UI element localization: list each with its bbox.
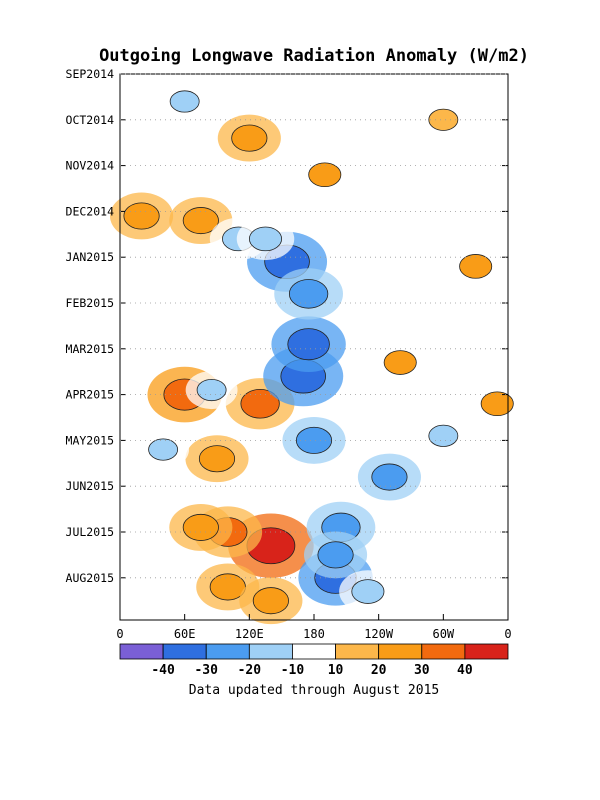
y-tick-label: DEC2014	[66, 204, 115, 218]
x-tick-label: 120W	[364, 627, 394, 641]
x-axis: 0 60E 120E 180 120W 60W 0	[116, 614, 512, 641]
colorbar-label: 10	[328, 663, 344, 678]
colorbar-swatch	[162, 643, 207, 660]
anomaly-core	[351, 579, 385, 604]
y-tick-label: NOV2014	[66, 159, 115, 173]
anomaly-field	[109, 82, 526, 625]
y-tick-label: OCT2014	[66, 113, 115, 127]
y-tick-label: MAY2015	[66, 433, 114, 447]
x-tick-label: 120E	[235, 627, 264, 641]
anomaly-core	[252, 587, 289, 615]
anomaly-core	[148, 438, 179, 461]
anomaly-core	[198, 445, 236, 473]
anomaly-core	[240, 389, 280, 419]
y-tick-label: AUG2015	[66, 571, 114, 585]
anomaly-core	[123, 202, 160, 230]
y-axis: SEP2014 OCT2014 NOV2014 DEC2014 JAN2015 FEB20…	[66, 67, 508, 585]
x-tick-label: 180	[303, 627, 325, 641]
x-tick-label: 0	[504, 627, 511, 641]
anomaly-core	[295, 426, 333, 454]
anomaly-core	[480, 391, 514, 417]
anomaly-core	[428, 424, 459, 447]
colorbar-label: 30	[414, 663, 430, 678]
colorbar: -40 -30 -20 -10 10 20 30 40	[119, 643, 509, 678]
colorbar-label: 40	[457, 663, 473, 678]
anomaly-core	[428, 108, 459, 131]
x-tick-label: 0	[116, 627, 123, 641]
anomaly-core	[231, 124, 268, 152]
anomaly-core	[182, 513, 219, 541]
anomaly-core	[182, 207, 219, 235]
anomaly-core	[371, 463, 408, 491]
y-tick-label: JUL2015	[66, 525, 114, 539]
y-tick-label: JAN2015	[66, 250, 114, 264]
anomaly-core	[308, 162, 342, 188]
y-tick-label: MAR2015	[66, 342, 114, 356]
x-tick-label: 60W	[432, 627, 454, 641]
colorbar-swatch	[119, 643, 164, 660]
anomaly-core	[383, 350, 417, 375]
anomaly-core	[169, 90, 200, 113]
chart-title: Outgoing Longwave Radiation Anomaly (W/m…	[99, 46, 529, 66]
colorbar-swatch	[248, 643, 293, 660]
y-tick-label: APR2015	[66, 388, 114, 402]
x-tick-label: 60E	[174, 627, 196, 641]
anomaly-core	[459, 254, 493, 279]
anomaly-core	[317, 541, 354, 569]
colorbar-label: -20	[238, 663, 262, 678]
anomaly-core	[287, 328, 330, 361]
colorbar-swatch	[421, 643, 466, 660]
y-tick-label: FEB2015	[66, 296, 114, 310]
anomaly-core	[288, 279, 329, 309]
colorbar-label: -10	[281, 663, 305, 678]
colorbar-swatch	[205, 643, 250, 660]
colorbar-swatch	[378, 643, 423, 660]
colorbar-label: 20	[371, 663, 387, 678]
colorbar-label: -40	[151, 663, 175, 678]
y-tick-label: SEP2014	[66, 67, 115, 81]
anomaly-core	[248, 226, 282, 252]
data-update-note: Data updated through August 2015	[188, 683, 440, 698]
y-tick-label: JUN2015	[66, 479, 114, 493]
colorbar-swatch	[335, 643, 380, 660]
colorbar-swatch	[464, 643, 509, 660]
colorbar-swatch	[292, 643, 336, 660]
colorbar-label: -30	[194, 663, 218, 678]
anomaly-core	[196, 378, 227, 402]
